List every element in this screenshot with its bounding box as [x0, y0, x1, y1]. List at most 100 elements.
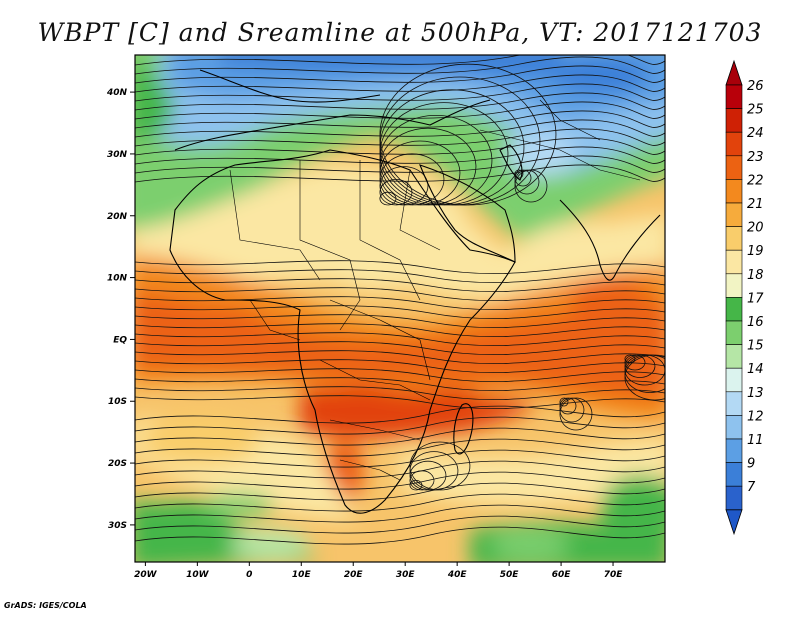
streamline: [135, 332, 665, 347]
streamlines: [135, 55, 665, 545]
streamline: [135, 504, 665, 523]
colorbar-swatch: [725, 84, 743, 109]
colorbar-swatch: [725, 438, 743, 463]
streamline: [135, 92, 665, 111]
streamline: [409, 460, 447, 491]
streamline: [379, 166, 429, 206]
streamline: [559, 397, 585, 423]
streamline: [135, 341, 665, 356]
streamline: [624, 354, 665, 386]
streamline: [135, 287, 665, 302]
streamline: [135, 101, 665, 120]
streamline: [135, 137, 665, 156]
colorbar-label: 17: [747, 291, 764, 306]
streamline: [514, 169, 548, 203]
streamline: [135, 471, 665, 490]
streamline: [135, 427, 665, 446]
streamline: [624, 354, 646, 371]
colorbar-label: 16: [747, 315, 764, 330]
streamline: [135, 155, 665, 174]
lat-tick-label: 10N: [107, 274, 128, 284]
streamline: [624, 354, 665, 393]
colorbar-swatch: [725, 108, 743, 133]
streamline: [135, 110, 665, 129]
colorbar-top-arrow: [725, 59, 743, 86]
streamline: [135, 377, 665, 392]
streamline: [135, 128, 665, 147]
lon-tick-label: 40E: [447, 570, 468, 580]
streamline: [379, 127, 477, 206]
streamline: [135, 359, 665, 374]
colorbar-swatch: [725, 202, 743, 227]
colorbar-swatch: [725, 391, 743, 416]
lat-tick-label: EQ: [113, 335, 127, 345]
colorbar: 26 25 24 23 22 21 20 19 18 17 16 15 14 13 12 11 9 7: [725, 59, 764, 536]
colorbar-label: 22: [747, 173, 764, 188]
streamline: [135, 526, 665, 545]
plot-frame: [134, 54, 666, 563]
streamline: [379, 140, 461, 206]
temperature-field: [135, 55, 665, 562]
streamline: [135, 493, 665, 512]
colorbar-label: 20: [747, 221, 764, 236]
colorbar-label: 25: [747, 103, 764, 118]
colorbar-label: 14: [747, 362, 764, 377]
streamline: [135, 323, 665, 338]
lat-tick-label: 30N: [107, 150, 128, 160]
chart-title: WBPT [C] and Sreamline at 500hPa, VT: 20…: [37, 18, 763, 47]
coastlines: [169, 69, 661, 514]
lat-tick-label: 20N: [107, 212, 128, 222]
footer-credit: GrADS: IGES/COLA: [4, 601, 87, 610]
colorbar-label: 7: [747, 480, 756, 495]
colorbar-swatch: [725, 485, 743, 511]
streamline: [135, 482, 665, 501]
country-borders: [229, 99, 641, 481]
streamline: [624, 354, 656, 378]
streamline: [135, 386, 665, 401]
latitude-axis: 40N 30N 20N 10N EQ 10S 20S 30S: [106, 88, 135, 531]
colorbar-swatch: [725, 131, 743, 157]
streamline: [135, 438, 665, 457]
colorbar-label: 23: [747, 150, 764, 165]
lon-tick-label: 10E: [292, 570, 312, 580]
streamline: [135, 269, 665, 284]
streamline: [135, 56, 665, 75]
streamline: [135, 146, 665, 165]
streamline: [135, 278, 665, 293]
streamline: [135, 55, 665, 66]
lat-tick-label: 40N: [106, 88, 128, 98]
lon-tick-label: 20E: [344, 570, 364, 580]
lon-tick-label: 50E: [500, 570, 520, 580]
lat-tick-label: 20S: [108, 459, 127, 469]
streamline: [379, 153, 445, 206]
streamline: [135, 515, 665, 534]
streamline: [135, 305, 665, 320]
colorbar-swatch: [725, 344, 743, 369]
colorbar-swatch: [725, 273, 743, 298]
colorbar-swatch: [725, 415, 743, 440]
streamline: [409, 451, 459, 491]
streamline: [409, 441, 471, 491]
colorbar-label: 19: [747, 244, 764, 259]
streamline: [135, 460, 665, 479]
colorbar-label: 13: [747, 386, 764, 401]
colorbar-swatch: [725, 297, 743, 322]
lon-tick-label: 30E: [396, 570, 416, 580]
streamline: [135, 83, 665, 102]
streamline: [135, 164, 665, 183]
lon-tick-label: 60E: [552, 570, 572, 580]
colorbar-label: 11: [747, 433, 764, 448]
streamline: [135, 119, 665, 138]
colorbar-swatch: [725, 249, 743, 275]
lon-tick-label: 20W: [134, 570, 158, 580]
streamline: [135, 74, 665, 93]
colorbar-label: 15: [747, 339, 764, 354]
streamline: [559, 397, 593, 431]
colorbar-label: 24: [747, 126, 764, 141]
colorbar-bottom-arrow: [725, 509, 743, 536]
colorbar-swatch: [725, 320, 743, 345]
streamline: [135, 350, 665, 365]
colorbar-swatch: [725, 226, 743, 251]
colorbar-label: 12: [747, 409, 764, 424]
